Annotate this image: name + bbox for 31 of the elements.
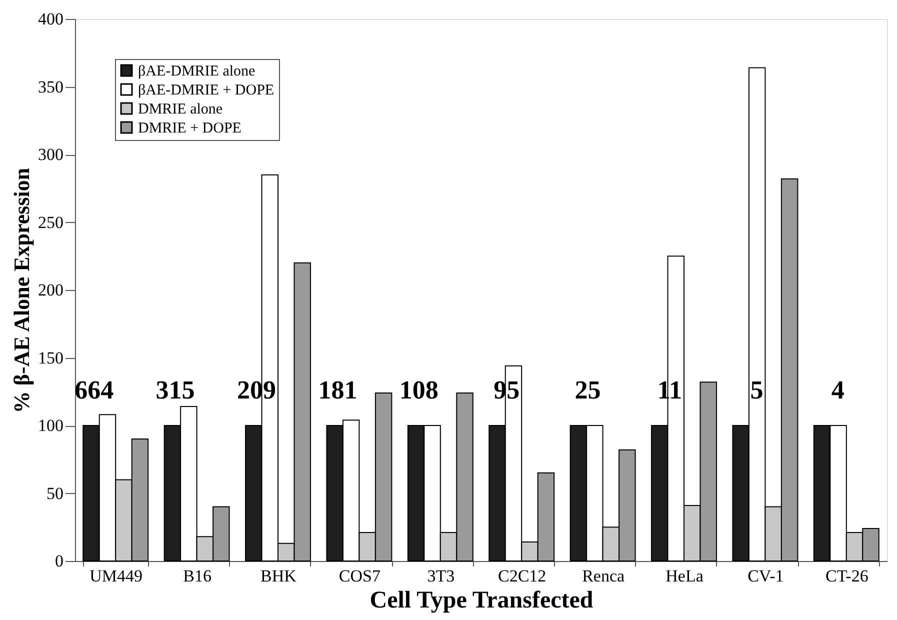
y-tick-label: 100 [38, 416, 64, 435]
y-tick-label: 150 [38, 348, 64, 368]
x-tick-label: CT-26 [825, 566, 868, 586]
x-axis-title: Cell Type Transfected [370, 588, 594, 614]
y-tick-label: 400 [38, 10, 64, 28]
y-tick-label: 300 [38, 145, 64, 164]
x-tick-label: BHK [260, 566, 298, 586]
annotation: 108 [399, 376, 438, 404]
x-tick-label: C2C12 [498, 566, 546, 586]
y-tick-label: 350 [38, 77, 64, 96]
x-tick-label: B16 [183, 566, 212, 586]
y-tick-label: 0 [55, 552, 64, 570]
annotation: 25 [574, 376, 601, 404]
legend-label: DMRIE alone [138, 102, 223, 118]
annotation: 4 [831, 376, 844, 404]
y-tick-label: 200 [38, 280, 64, 300]
legend-label: DMRIE + DOPE [138, 120, 242, 136]
x-tick-label: 3T3 [427, 566, 455, 586]
x-tick-label: UM449 [90, 566, 143, 586]
annotation: 5 [750, 376, 764, 404]
y-tick-label: 50 [46, 484, 64, 503]
annotation: 181 [318, 376, 358, 404]
x-tick-label: Renca [582, 566, 625, 586]
x-tick-label: HeLa [666, 566, 704, 586]
legend-label: βAE-DMRIE alone [138, 64, 256, 80]
legend-label: βAE-DMRIE + DOPE [138, 82, 274, 98]
y-axis-title: % β-AE Alone Expression [9, 168, 34, 414]
x-tick-label: CV-1 [748, 566, 784, 586]
annotation: 315 [156, 376, 195, 404]
y-tick-label: 250 [38, 212, 64, 232]
x-tick-label: COS7 [338, 566, 381, 586]
